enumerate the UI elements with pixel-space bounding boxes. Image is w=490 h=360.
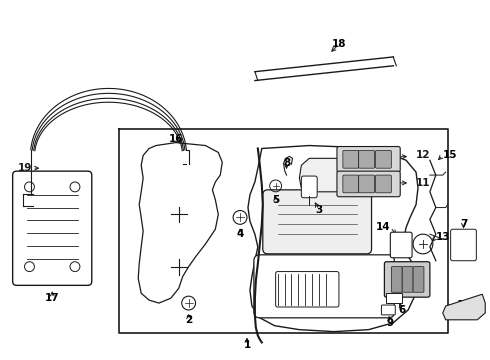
Text: 12: 12 bbox=[416, 150, 431, 161]
Text: 1: 1 bbox=[244, 341, 250, 350]
FancyBboxPatch shape bbox=[391, 232, 412, 258]
FancyBboxPatch shape bbox=[343, 150, 359, 168]
FancyBboxPatch shape bbox=[402, 267, 413, 292]
FancyBboxPatch shape bbox=[13, 171, 92, 285]
Text: 7: 7 bbox=[460, 219, 467, 229]
FancyBboxPatch shape bbox=[359, 150, 374, 168]
Text: 13: 13 bbox=[436, 232, 450, 242]
FancyBboxPatch shape bbox=[359, 175, 374, 193]
Polygon shape bbox=[443, 294, 485, 320]
Text: 15: 15 bbox=[443, 150, 457, 161]
Text: 4: 4 bbox=[236, 229, 244, 239]
Text: 19: 19 bbox=[17, 163, 32, 173]
Text: 17: 17 bbox=[45, 293, 59, 303]
FancyBboxPatch shape bbox=[451, 229, 476, 261]
Polygon shape bbox=[299, 158, 380, 192]
Text: 6: 6 bbox=[398, 305, 406, 315]
Text: 3: 3 bbox=[316, 204, 323, 215]
Text: 14: 14 bbox=[376, 222, 391, 232]
FancyBboxPatch shape bbox=[375, 175, 392, 193]
Text: 18: 18 bbox=[332, 39, 346, 49]
FancyBboxPatch shape bbox=[301, 176, 317, 198]
FancyBboxPatch shape bbox=[384, 262, 430, 297]
FancyBboxPatch shape bbox=[387, 293, 402, 303]
Text: 8: 8 bbox=[283, 158, 290, 168]
Polygon shape bbox=[248, 145, 418, 332]
Text: 2: 2 bbox=[185, 315, 192, 325]
FancyBboxPatch shape bbox=[392, 267, 402, 292]
Text: 5: 5 bbox=[272, 195, 279, 205]
FancyBboxPatch shape bbox=[343, 175, 359, 193]
FancyBboxPatch shape bbox=[337, 171, 400, 197]
Text: 16: 16 bbox=[169, 134, 183, 144]
Text: 10: 10 bbox=[457, 300, 472, 310]
FancyBboxPatch shape bbox=[413, 267, 424, 292]
Text: 9: 9 bbox=[387, 318, 394, 328]
FancyBboxPatch shape bbox=[381, 305, 395, 315]
FancyBboxPatch shape bbox=[337, 147, 400, 172]
FancyBboxPatch shape bbox=[375, 150, 392, 168]
Text: 11: 11 bbox=[416, 178, 431, 188]
FancyBboxPatch shape bbox=[254, 255, 394, 318]
FancyBboxPatch shape bbox=[263, 190, 371, 254]
